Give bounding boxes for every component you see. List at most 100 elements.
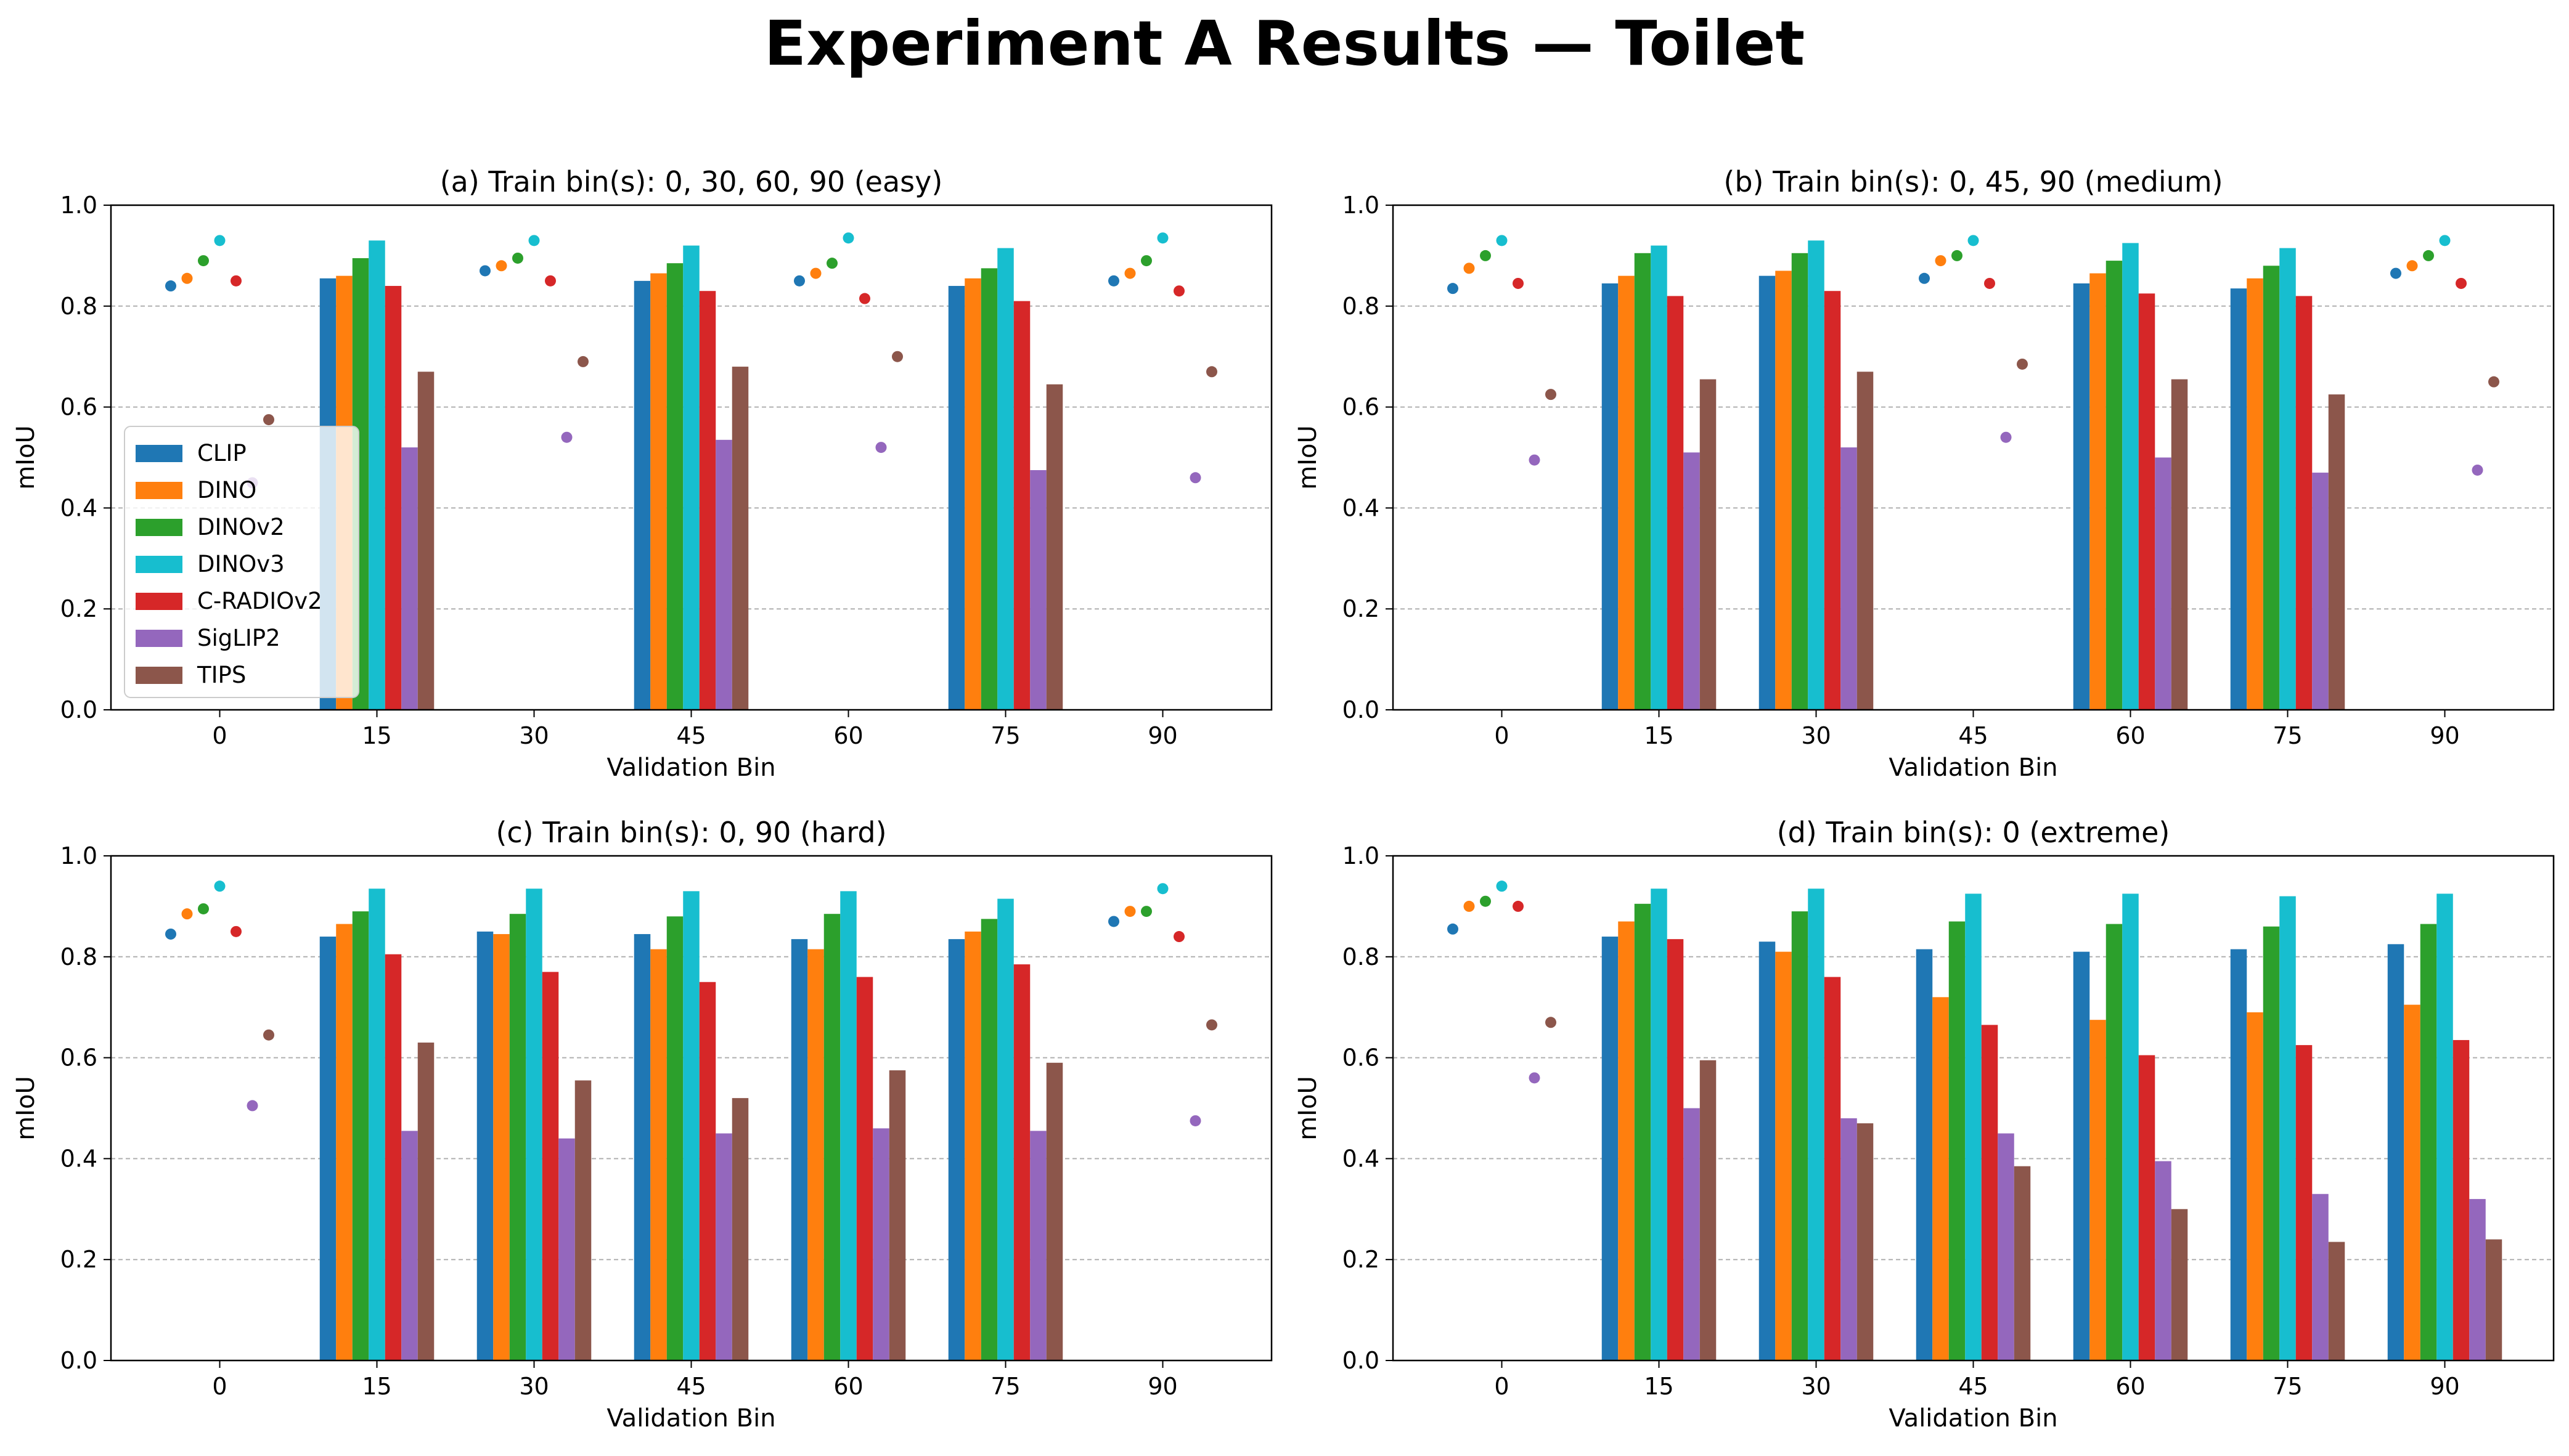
- y-tick-label: 0.4: [60, 1145, 97, 1172]
- bar-dinov3: [840, 891, 857, 1360]
- bar-siglip2: [2312, 473, 2329, 710]
- bar-dinov2: [1634, 253, 1651, 710]
- legend-swatch-dinov3: [136, 556, 182, 573]
- data-point-dinov2: [1951, 250, 1962, 261]
- data-point-siglip2: [2000, 431, 2012, 443]
- y-tick-label: 0.2: [60, 595, 97, 622]
- data-point-siglip2: [561, 431, 573, 443]
- data-point-c-radiov2: [231, 275, 242, 287]
- data-point-dinov3: [843, 232, 854, 244]
- bar-siglip2: [2469, 1198, 2486, 1360]
- bar-c-radiov2: [1981, 1025, 1998, 1360]
- data-point-dino: [1124, 906, 1136, 917]
- data-point-clip: [1108, 275, 1119, 287]
- bar-dinov2: [981, 268, 998, 710]
- bar-dino: [965, 278, 981, 710]
- panel-title: (a) Train bin(s): 0, 30, 60, 90 (easy): [440, 165, 943, 198]
- data-point-tips: [263, 414, 274, 426]
- data-point-siglip2: [1529, 454, 1540, 466]
- y-tick-label: 0.2: [1342, 1246, 1379, 1273]
- bar-c-radiov2: [2295, 1045, 2313, 1360]
- x-tick-label: 75: [2273, 722, 2302, 749]
- x-tick-label: 15: [362, 1373, 391, 1400]
- data-point-dinov2: [512, 252, 523, 264]
- bar-tips: [417, 372, 435, 710]
- x-tick-label: 60: [2115, 1373, 2145, 1400]
- bar-dinov2: [2263, 266, 2280, 710]
- data-point-dino: [1935, 255, 1946, 267]
- panel-title: (c) Train bin(s): 0, 90 (hard): [496, 816, 886, 849]
- data-point-dinov3: [2439, 235, 2451, 246]
- data-point-dinov2: [198, 255, 209, 267]
- y-tick-label: 0.4: [1342, 494, 1379, 521]
- legend-swatch-dinov2: [136, 519, 182, 536]
- panel-title: (b) Train bin(s): 0, 45, 90 (medium): [1723, 165, 2223, 198]
- bar-clip: [2073, 283, 2090, 710]
- data-point-tips: [892, 351, 903, 362]
- bar-dino: [2404, 1004, 2420, 1360]
- bar-clip: [948, 286, 965, 710]
- chart-panel-1: 0.0 0.2 0.4 0.6 0.8 1.0 0 15 30 45 60 75 90 (a) Train…: [12, 165, 1273, 782]
- legend-swatch-dino: [136, 482, 182, 499]
- x-tick-label: 15: [1644, 1373, 1673, 1400]
- bar-clip: [2230, 288, 2247, 710]
- x-tick-label: 30: [519, 1373, 549, 1400]
- y-tick-label: 0.0: [60, 1347, 97, 1374]
- bar-tips: [574, 1080, 592, 1360]
- data-point-dino: [1463, 262, 1475, 274]
- bar-siglip2: [716, 1133, 732, 1360]
- bar-dinov2: [2105, 924, 2123, 1360]
- bar-siglip2: [1683, 1108, 1700, 1360]
- x-axis-label: Validation Bin: [607, 1404, 775, 1433]
- y-tick-label: 0.8: [60, 293, 97, 320]
- bar-clip: [476, 931, 494, 1360]
- chart-panel-2: 0.0 0.2 0.4 0.6 0.8 1.0 0 15 30 45 60 75 90 (b) Train…: [1294, 165, 2555, 782]
- bar-siglip2: [1840, 447, 1857, 710]
- data-point-dino: [496, 260, 507, 272]
- data-point-clip: [1447, 283, 1458, 295]
- data-point-dino: [1463, 900, 1475, 912]
- legend-swatch-tips: [136, 667, 182, 684]
- data-point-dinov3: [214, 881, 226, 892]
- data-point-dinov3: [1157, 883, 1169, 895]
- bar-siglip2: [1030, 470, 1047, 710]
- x-tick-label: 90: [1148, 1373, 1177, 1400]
- bar-clip: [1601, 937, 1619, 1360]
- y-tick-label: 0.6: [1342, 394, 1379, 421]
- y-tick-label: 0.6: [60, 1044, 97, 1072]
- bar-dinov3: [526, 889, 542, 1360]
- bar-dinov3: [2436, 893, 2453, 1360]
- data-point-c-radiov2: [1174, 931, 1185, 943]
- bar-c-radiov2: [2295, 296, 2313, 710]
- legend-swatch-siglip2: [136, 630, 182, 647]
- bar-clip: [1758, 275, 1776, 710]
- bar-siglip2: [1998, 1133, 2014, 1360]
- bar-c-radiov2: [542, 972, 559, 1360]
- bar-dinov2: [352, 911, 369, 1360]
- bar-dinov2: [1948, 921, 1966, 1360]
- data-point-dinov3: [1496, 881, 1508, 892]
- legend-swatch-c-radiov2: [136, 593, 182, 610]
- bar-dinov3: [1651, 245, 1667, 710]
- bar-dinov2: [2263, 926, 2280, 1360]
- bar-dino: [650, 273, 667, 710]
- y-tick-label: 0.2: [60, 1246, 97, 1273]
- data-point-dino: [181, 908, 193, 920]
- y-tick-label: 1.0: [60, 192, 97, 219]
- bar-siglip2: [873, 1128, 889, 1360]
- data-point-c-radiov2: [2456, 277, 2467, 289]
- legend-box: [124, 426, 359, 698]
- bar-tips: [1046, 1062, 1063, 1360]
- y-tick-label: 0.8: [1342, 293, 1379, 320]
- bar-siglip2: [558, 1138, 575, 1360]
- bar-dinov3: [369, 889, 385, 1360]
- legend: CLIP DINO DINOv2 DINOv3 C-RADIOv2 SigLIP2 TIPS: [124, 426, 359, 698]
- data-point-clip: [1919, 272, 1930, 284]
- data-point-tips: [263, 1029, 274, 1041]
- bar-dino: [1618, 921, 1635, 1360]
- bar-c-radiov2: [385, 286, 402, 710]
- bar-tips: [1046, 384, 1063, 710]
- data-point-clip: [165, 928, 176, 940]
- x-tick-label: 45: [1958, 722, 1988, 749]
- data-point-dinov3: [1157, 232, 1169, 244]
